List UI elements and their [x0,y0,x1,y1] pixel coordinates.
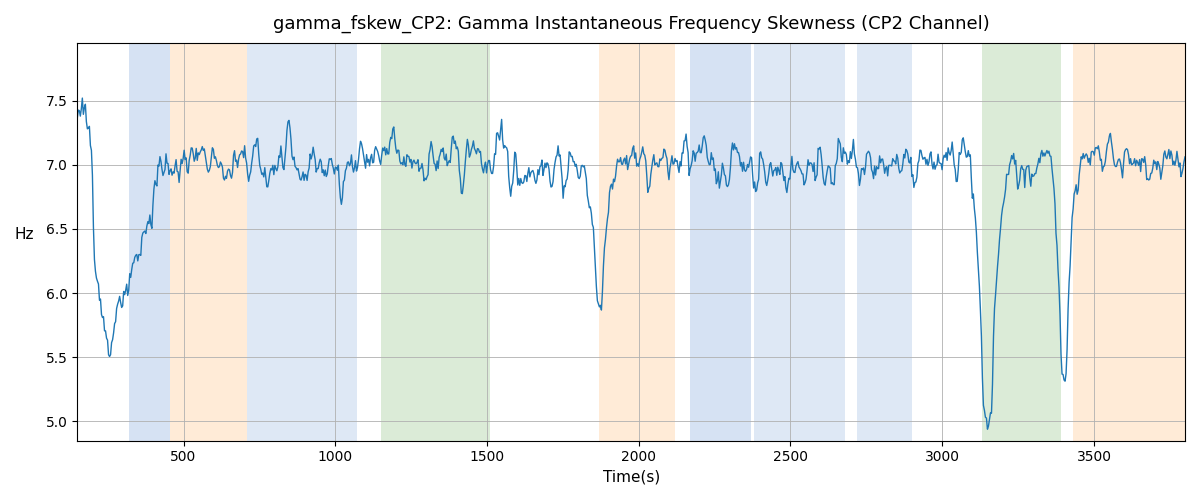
Bar [599,43,676,440]
Bar [1073,43,1184,440]
Bar [296,43,356,440]
Bar [857,43,912,440]
Bar [170,43,247,440]
Bar [247,43,296,440]
Bar [128,43,170,440]
Bar [754,43,845,440]
Bar [982,43,1061,440]
Y-axis label: Hz: Hz [14,227,35,242]
X-axis label: Time(s): Time(s) [602,470,660,485]
Title: gamma_fskew_CP2: Gamma Instantaneous Frequency Skewness (CP2 Channel): gamma_fskew_CP2: Gamma Instantaneous Fre… [272,15,990,34]
Bar [380,43,490,440]
Bar [690,43,751,440]
